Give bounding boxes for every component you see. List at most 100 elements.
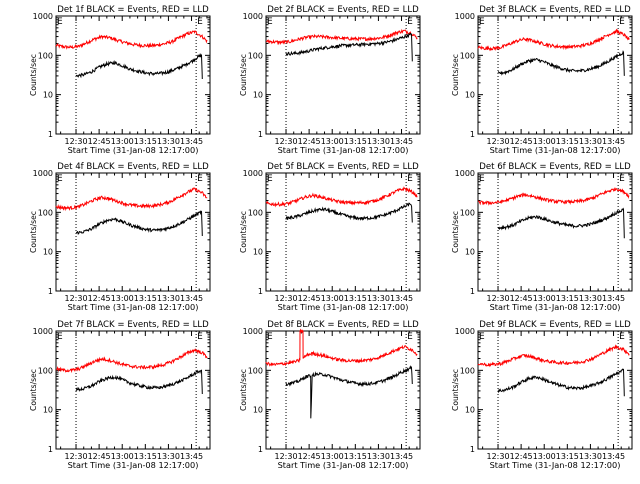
x-tick-label: 13:00: [321, 294, 344, 303]
x-tick-label: 12:45: [298, 294, 321, 303]
y-tick-label: 10: [43, 248, 53, 257]
x-tick-label: 13:15: [556, 294, 579, 303]
y-axis-label: Counts/sec: [29, 369, 38, 411]
x-tick-label: 13:00: [111, 294, 134, 303]
panel-det-4: Det 4f BLACK = Events, RED = LLD 1 10 100 10…: [29, 162, 211, 312]
x-tick-label: 13:45: [602, 452, 625, 461]
x-axis-label: Start Time (31-Jan-08 12:17:00): [278, 460, 409, 470]
events-series-line: [75, 369, 203, 395]
x-tick-label: 13:00: [533, 452, 556, 461]
events-series-line: [75, 210, 203, 237]
x-tick-label: 13:45: [602, 294, 625, 303]
x-tick-label: 13:15: [134, 452, 157, 461]
x-tick-label: 12:45: [298, 137, 321, 146]
panel-title: Det 8f BLACK = Events, RED = LLD: [267, 320, 419, 330]
y-tick-label: 1000: [243, 12, 263, 21]
y-axis-label: Counts/sec: [29, 54, 38, 96]
y-tick-label: 1: [48, 445, 53, 454]
events-series-line: [75, 52, 203, 80]
corner-marker-left: E: [267, 332, 273, 342]
panel-title: Det 4f BLACK = Events, RED = LLD: [57, 162, 209, 172]
corner-marker-right: E: [407, 17, 413, 27]
y-tick-label: 10: [253, 91, 263, 100]
x-tick-label: 12:30: [486, 452, 509, 461]
y-tick-label: 1000: [33, 169, 53, 178]
x-tick-label: 13:15: [556, 137, 579, 146]
plot-frame: [477, 172, 633, 292]
lld-series-line: [55, 30, 208, 50]
corner-marker-left: E: [57, 332, 63, 342]
x-axis-label: Start Time (31-Jan-08 12:17:00): [490, 460, 621, 470]
events-series-line: [285, 365, 413, 419]
y-axis-label: Counts/sec: [239, 54, 248, 96]
plot-frame: [55, 15, 211, 135]
y-tick-label: 10: [253, 248, 263, 257]
x-tick-label: 12:30: [64, 294, 87, 303]
y-tick-label: 100: [38, 208, 53, 217]
plot-frame: [477, 330, 633, 450]
events-series-line: [285, 202, 413, 223]
x-tick-label: 12:30: [274, 452, 297, 461]
corner-marker-left: E: [479, 332, 485, 342]
x-tick-label: 13:45: [390, 137, 413, 146]
x-tick-label: 13:30: [579, 452, 602, 461]
panel-det-7: Det 7f BLACK = Events, RED = LLD 1 10 100 10…: [29, 320, 211, 470]
x-tick-label: 13:15: [134, 137, 157, 146]
y-tick-label: 10: [465, 248, 475, 257]
panel-title: Det 7f BLACK = Events, RED = LLD: [57, 320, 209, 330]
corner-marker-left: E: [57, 17, 63, 27]
panel-title: Det 6f BLACK = Events, RED = LLD: [479, 162, 631, 172]
y-tick-label: 1: [48, 287, 53, 296]
plot-frame: [55, 330, 211, 450]
lld-series-line: [265, 186, 418, 208]
plot-frame: [265, 330, 421, 450]
x-tick-label: 12:30: [486, 137, 509, 146]
panel-det-8: Det 8f BLACK = Events, RED = LLD 1 10 100 10…: [239, 320, 421, 470]
events-series-line: [497, 50, 625, 76]
x-tick-label: 12:45: [510, 294, 533, 303]
x-axis-label: Start Time (31-Jan-08 12:17:00): [68, 460, 199, 470]
y-axis-label: Counts/sec: [239, 211, 248, 253]
corner-marker-right: E: [197, 332, 203, 342]
x-tick-label: 12:45: [298, 452, 321, 461]
x-tick-label: 13:15: [344, 137, 367, 146]
lld-series-line: [477, 28, 630, 52]
x-axis-label: Start Time (31-Jan-08 12:17:00): [490, 302, 621, 312]
panel-det-3: Det 3f BLACK = Events, RED = LLD 1 10 100 10…: [451, 5, 633, 155]
x-tick-label: 12:45: [88, 452, 111, 461]
y-tick-label: 100: [248, 366, 263, 375]
x-tick-label: 13:45: [180, 137, 203, 146]
y-tick-label: 1: [470, 445, 475, 454]
y-axis-label: Counts/sec: [451, 54, 460, 96]
panel-title: Det 9f BLACK = Events, RED = LLD: [479, 320, 631, 330]
x-tick-label: 12:45: [510, 452, 533, 461]
corner-marker-left: E: [267, 174, 273, 184]
plot-frame: [55, 172, 211, 292]
panel-title: Det 1f BLACK = Events, RED = LLD: [57, 5, 209, 15]
x-tick-label: 13:15: [556, 452, 579, 461]
x-tick-label: 13:30: [157, 137, 180, 146]
y-tick-label: 1000: [243, 327, 263, 336]
panel-det-2: Det 2f BLACK = Events, RED = LLD 1 10 100 10…: [239, 5, 421, 155]
x-tick-label: 13:00: [533, 137, 556, 146]
y-axis-label: Counts/sec: [451, 369, 460, 411]
y-axis-label: Counts/sec: [239, 369, 248, 411]
corner-marker-right: E: [407, 332, 413, 342]
corner-marker-right: E: [619, 332, 625, 342]
plot-frame: [265, 172, 421, 292]
y-tick-label: 10: [43, 91, 53, 100]
x-tick-label: 13:00: [111, 137, 134, 146]
y-tick-label: 10: [253, 406, 263, 415]
lld-series-line: [265, 328, 418, 367]
x-tick-label: 12:30: [64, 137, 87, 146]
x-tick-label: 13:45: [390, 294, 413, 303]
panel-det-1: Det 1f BLACK = Events, RED = LLD 1 10 100 10…: [29, 5, 211, 155]
y-tick-label: 1: [470, 130, 475, 139]
x-tick-label: 13:45: [390, 452, 413, 461]
x-axis-label: Start Time (31-Jan-08 12:17:00): [490, 145, 621, 155]
y-tick-label: 1000: [33, 12, 53, 21]
corner-marker-left: E: [479, 17, 485, 27]
y-tick-label: 1000: [455, 12, 475, 21]
y-tick-label: 100: [38, 51, 53, 60]
events-series-line: [497, 207, 625, 239]
